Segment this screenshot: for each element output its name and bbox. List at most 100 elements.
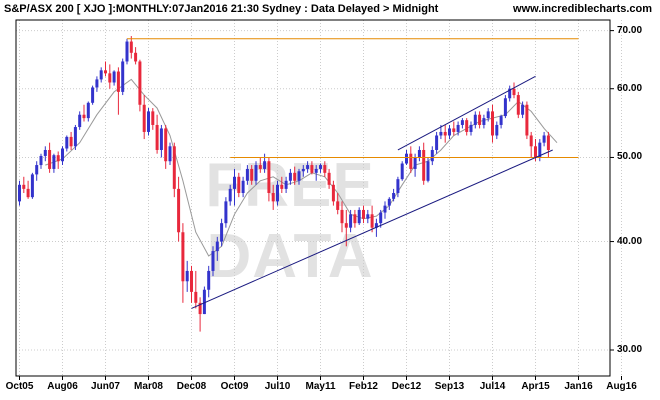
candle-body	[151, 111, 155, 125]
candle-body	[469, 124, 473, 132]
candle-down	[108, 64, 112, 89]
candle-body	[35, 165, 39, 175]
candle-body	[134, 52, 138, 62]
candle-body	[82, 114, 86, 119]
candle-down	[48, 142, 52, 173]
candle-body	[452, 128, 456, 132]
candle-down	[280, 176, 284, 193]
candle-body	[387, 198, 391, 206]
candle-body	[525, 104, 529, 136]
candle-body	[61, 148, 64, 162]
candle-up	[314, 165, 318, 181]
candle-body	[39, 155, 43, 166]
candle-up	[91, 85, 95, 105]
candle-up	[207, 265, 211, 298]
candle-down	[82, 104, 86, 122]
candle-down	[258, 157, 262, 173]
candle-up	[521, 101, 525, 119]
candle-down	[271, 184, 275, 210]
candle-up	[284, 176, 288, 193]
candle-body	[508, 88, 512, 99]
candle-body	[142, 104, 146, 132]
candle-down	[443, 124, 447, 143]
candle-body	[439, 131, 443, 136]
candle-body	[521, 104, 525, 115]
candle-down	[190, 265, 193, 303]
candle-up	[52, 153, 56, 173]
site-url-link[interactable]: www.incrediblecharts.com	[513, 3, 652, 15]
candle-up	[65, 135, 69, 152]
candle-body	[56, 155, 60, 162]
candle-up	[121, 58, 125, 96]
candle-up	[43, 146, 47, 162]
candle-body	[344, 223, 348, 228]
candle-down	[370, 205, 374, 233]
candle-up	[508, 85, 512, 102]
x-tick-label: Jan16	[564, 381, 593, 392]
candle-body	[233, 176, 236, 189]
candle-body	[280, 184, 284, 189]
candle-up	[95, 76, 99, 92]
candle-body	[112, 71, 116, 83]
candle-body	[379, 212, 383, 224]
candle-up	[276, 180, 279, 206]
x-tick-label: Mar08	[134, 381, 163, 392]
candle-body	[30, 174, 34, 198]
candle-up	[159, 124, 163, 158]
candle-up	[426, 157, 430, 183]
candle-up	[482, 114, 486, 129]
candle-body	[190, 270, 193, 292]
x-tick-label: Jul14	[479, 381, 506, 392]
candle-body	[546, 135, 550, 150]
x-tick-label: Aug06	[47, 381, 78, 392]
candle-body	[224, 201, 228, 224]
candle-body	[460, 120, 464, 125]
candle-up	[224, 197, 228, 228]
candle-body	[478, 114, 482, 125]
grid-lines	[16, 20, 622, 380]
candle-down	[155, 114, 159, 154]
candle-body	[426, 161, 430, 181]
x-tick-label: Dec08	[176, 381, 207, 392]
candle-down	[250, 165, 254, 185]
candle-body	[482, 118, 486, 125]
candle-body	[108, 73, 112, 83]
candle-body	[349, 214, 353, 228]
candle-up	[263, 153, 267, 173]
candle-body	[491, 111, 494, 136]
candle-body	[400, 163, 404, 180]
candle-down	[293, 166, 297, 185]
candle-body	[301, 168, 305, 172]
candle-body	[155, 124, 159, 150]
candle-up	[306, 161, 310, 173]
candle-body	[538, 142, 542, 158]
candle-body	[362, 209, 365, 219]
candle-up	[383, 201, 387, 219]
candle-up	[417, 146, 421, 162]
candle-down	[181, 223, 185, 303]
candle-body	[202, 289, 206, 315]
candle-up	[456, 121, 460, 136]
candle-body	[353, 214, 357, 224]
candle-body	[181, 232, 185, 282]
candle-down	[237, 172, 241, 198]
candle-up	[357, 207, 361, 225]
candle-up	[430, 146, 434, 166]
candle-body	[185, 270, 189, 282]
candle-body	[271, 192, 275, 202]
candle-down	[104, 61, 107, 77]
y-tick-label: 60.00	[617, 82, 643, 94]
candle-down	[56, 151, 60, 169]
x-tick-label: May11	[305, 381, 336, 392]
candle-body	[456, 124, 460, 132]
x-tick-label: Sep13	[434, 381, 465, 392]
candle-body	[516, 95, 520, 115]
candle-up	[125, 38, 129, 65]
candle-down	[409, 146, 413, 173]
candle-body	[323, 165, 327, 173]
candle-up	[233, 168, 236, 206]
candle-up	[542, 131, 546, 147]
candle-body	[73, 127, 77, 147]
candle-body	[99, 70, 103, 80]
